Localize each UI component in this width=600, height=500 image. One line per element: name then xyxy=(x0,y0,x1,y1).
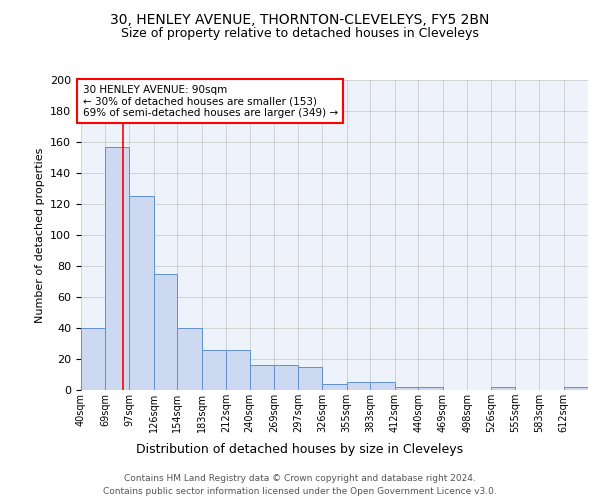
Bar xyxy=(322,384,347,390)
Bar xyxy=(298,367,322,390)
Bar xyxy=(274,365,298,390)
Bar xyxy=(563,387,588,390)
Y-axis label: Number of detached properties: Number of detached properties xyxy=(35,148,44,322)
Bar xyxy=(250,365,274,390)
Bar xyxy=(226,350,250,390)
Text: Contains public sector information licensed under the Open Government Licence v3: Contains public sector information licen… xyxy=(103,488,497,496)
Text: Size of property relative to detached houses in Cleveleys: Size of property relative to detached ho… xyxy=(121,28,479,40)
Text: Distribution of detached houses by size in Cleveleys: Distribution of detached houses by size … xyxy=(136,442,464,456)
Text: Contains HM Land Registry data © Crown copyright and database right 2024.: Contains HM Land Registry data © Crown c… xyxy=(124,474,476,483)
Bar xyxy=(81,328,106,390)
Text: 30 HENLEY AVENUE: 90sqm
← 30% of detached houses are smaller (153)
69% of semi-d: 30 HENLEY AVENUE: 90sqm ← 30% of detache… xyxy=(83,84,338,118)
Bar xyxy=(370,382,395,390)
Bar xyxy=(177,328,202,390)
Bar xyxy=(395,387,418,390)
Text: 30, HENLEY AVENUE, THORNTON-CLEVELEYS, FY5 2BN: 30, HENLEY AVENUE, THORNTON-CLEVELEYS, F… xyxy=(110,12,490,26)
Bar xyxy=(106,146,129,390)
Bar xyxy=(129,196,154,390)
Bar xyxy=(491,387,515,390)
Bar xyxy=(347,382,370,390)
Bar xyxy=(154,274,177,390)
Bar xyxy=(418,387,443,390)
Bar xyxy=(202,350,226,390)
